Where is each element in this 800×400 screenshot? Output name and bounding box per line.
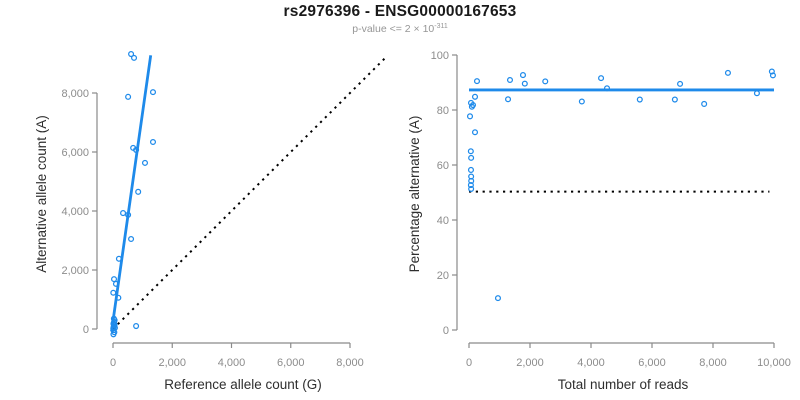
x-tick-label: 8,000 [336, 357, 364, 369]
y-tick-label: 4,000 [61, 206, 89, 218]
y-tick-label: 80 [437, 105, 449, 117]
y-tick-label: 20 [437, 270, 449, 282]
data-point [135, 188, 142, 195]
data-point [542, 78, 549, 85]
data-point [677, 80, 684, 87]
data-point [125, 93, 132, 100]
x-tick-label: 4,000 [577, 357, 605, 369]
x-tick-label: 10,000 [757, 357, 791, 369]
data-point [128, 51, 135, 58]
x-axis-title: Total number of reads [558, 377, 689, 392]
pvalue-exponent: -311 [434, 23, 448, 30]
percentage-alternative-plot: 0 20 40 60 80 100 0 2,000 4,000 6,000 8,000 10,000 T… [407, 50, 791, 392]
data-point [467, 166, 475, 173]
data-point [768, 68, 775, 75]
data-point [468, 103, 475, 110]
y-axis-title: Percentage alternative (A) [407, 116, 422, 273]
data-point [149, 89, 157, 96]
y-tick-label: 2,000 [61, 265, 89, 277]
x-tick-label: 0 [466, 357, 472, 369]
data-point [505, 96, 512, 103]
data-point [468, 177, 475, 184]
data-point [468, 154, 475, 161]
data-point [494, 295, 502, 302]
allele-counts-plot: 0 2,000 4,000 6,000 8,000 0 2,000 4,000 6,000 8,0… [34, 51, 388, 392]
data-point [578, 98, 585, 105]
x-tick-label: 8,000 [699, 357, 727, 369]
pvalue-subtitle: p-value <= 2 × 10-311 [0, 23, 800, 35]
reference-dotted-line [112, 55, 388, 330]
y-tick-label: 100 [431, 50, 449, 62]
data-point [467, 148, 474, 155]
data-point [133, 323, 140, 330]
x-tick-label: 4,000 [218, 357, 246, 369]
data-point [110, 331, 117, 338]
x-tick-label: 6,000 [638, 357, 666, 369]
data-point [724, 69, 731, 76]
data-point [521, 80, 528, 87]
data-point [506, 77, 514, 84]
x-tick-label: 6,000 [277, 357, 305, 369]
data-point [598, 75, 605, 82]
y-tick-label: 0 [443, 325, 449, 337]
data-point [467, 182, 474, 189]
page-title: rs2976396 - ENSG00000167653 [283, 3, 517, 20]
data-point [128, 236, 135, 243]
data-point [471, 129, 479, 136]
data-point [466, 113, 474, 120]
x-axis-title: Reference allele count (G) [164, 377, 322, 392]
y-tick-label: 60 [437, 160, 449, 172]
pvalue-text: p-value <= 2 × 10 [352, 23, 435, 35]
y-tick-label: 40 [437, 215, 449, 227]
data-points [466, 68, 776, 302]
data-point [111, 276, 118, 283]
data-point [110, 289, 117, 296]
data-point [149, 138, 157, 145]
fit-line [110, 55, 153, 332]
data-point [519, 72, 527, 79]
data-point [701, 100, 708, 107]
x-tick-label: 2,000 [516, 357, 544, 369]
data-point [471, 93, 479, 100]
y-tick-label: 8,000 [61, 88, 89, 100]
y-tick-label: 6,000 [61, 147, 89, 159]
x-tick-label: 2,000 [158, 357, 186, 369]
data-point [636, 96, 643, 103]
y-tick-label: 0 [83, 324, 89, 336]
data-point [131, 54, 138, 61]
x-tick-label: 0 [110, 357, 116, 369]
data-point [769, 72, 776, 79]
data-point [468, 185, 475, 192]
y-axis-title: Alternative allele count (A) [34, 115, 49, 273]
data-point [473, 78, 481, 85]
data-point [141, 159, 149, 166]
data-point [753, 90, 760, 97]
data-point [120, 210, 127, 217]
data-point [671, 96, 678, 103]
